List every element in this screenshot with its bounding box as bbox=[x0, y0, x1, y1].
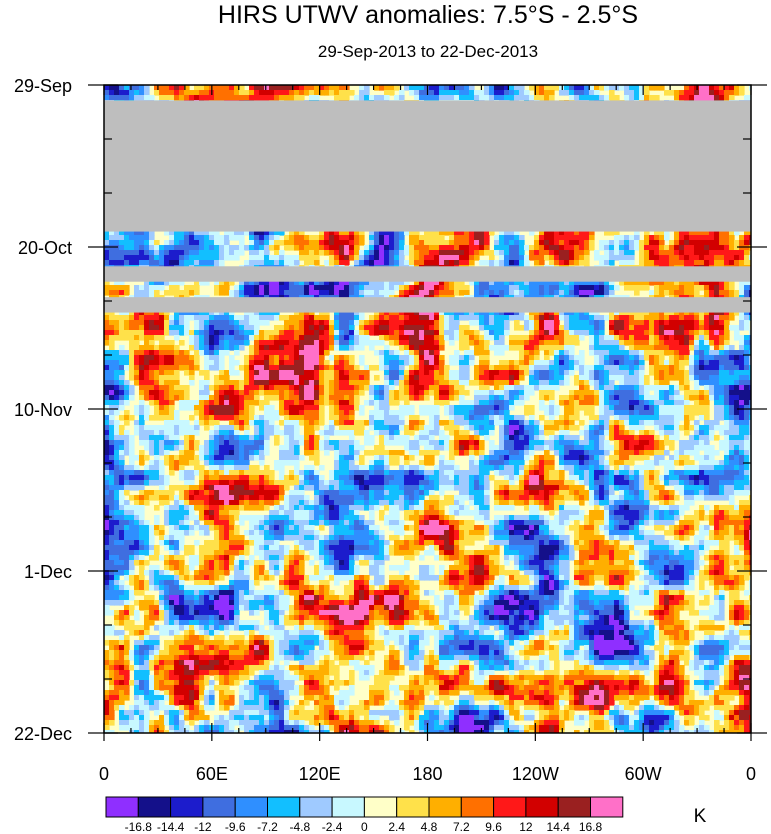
colorbar-unit-label: K bbox=[694, 806, 707, 827]
chart-title: HIRS UTWV anomalies: 7.5°S - 2.5°S bbox=[218, 1, 638, 29]
x-axis: 0 60E 120E 180 120W 60W 0 bbox=[99, 85, 756, 784]
colorbar-level-label: -9.6 bbox=[225, 820, 246, 834]
colorbar-box bbox=[234, 796, 268, 818]
x-tick-label: 60E bbox=[196, 764, 228, 784]
colorbar-level-label: 12 bbox=[519, 820, 533, 834]
colorbar-box bbox=[170, 796, 204, 818]
y-tick-label: 29-Sep bbox=[14, 76, 72, 96]
colorbar-level-label: -2.4 bbox=[322, 820, 343, 834]
colorbar-level-label: -12 bbox=[194, 820, 212, 834]
colorbar-box bbox=[493, 796, 527, 818]
colorbar-box bbox=[105, 796, 139, 818]
y-tick-label: 10-Nov bbox=[14, 400, 72, 420]
colorbar-box bbox=[137, 796, 172, 818]
y-tick-label: 22-Dec bbox=[14, 724, 72, 744]
colorbar-box bbox=[267, 796, 301, 818]
colorbar-box bbox=[428, 796, 462, 818]
colorbar-box bbox=[460, 796, 495, 818]
missing-data-bands bbox=[104, 100, 751, 313]
x-tick-label: 60W bbox=[625, 764, 662, 784]
colorbar-box bbox=[202, 796, 236, 818]
colorbar-level-label: -7.2 bbox=[257, 820, 278, 834]
missing-band-2 bbox=[104, 297, 751, 313]
x-tick-label: 120W bbox=[512, 764, 559, 784]
colorbar-box bbox=[557, 796, 592, 818]
colorbar-level-label: 14.4 bbox=[547, 820, 571, 834]
missing-band-0 bbox=[104, 100, 751, 232]
x-tick-label: 120E bbox=[299, 764, 341, 784]
y-axis: 29-Sep 20-Oct 10-Nov 1-Dec 22-Dec bbox=[14, 76, 767, 744]
y-tick-label: 1-Dec bbox=[24, 562, 72, 582]
colorbar-box bbox=[590, 796, 624, 818]
colorbar-level-label: -4.8 bbox=[289, 820, 310, 834]
x-tick-label: 0 bbox=[99, 764, 109, 784]
colorbar-box bbox=[396, 796, 430, 818]
colorbar-level-label: 4.8 bbox=[421, 820, 438, 834]
colorbar-level-label: 0 bbox=[361, 820, 368, 834]
colorbar-level-label: 2.4 bbox=[388, 820, 405, 834]
x-tick-label: 0 bbox=[746, 764, 756, 784]
x-tick-label: 180 bbox=[412, 764, 442, 784]
colorbar-level-label: 7.2 bbox=[453, 820, 470, 834]
plot-area bbox=[104, 85, 751, 733]
colorbar-level-label: -14.4 bbox=[157, 820, 185, 834]
missing-band-1 bbox=[104, 266, 751, 282]
colorbar-box bbox=[525, 796, 559, 818]
chart-subtitle: 29-Sep-2013 to 22-Dec-2013 bbox=[318, 42, 538, 61]
colorbar: -16.8 -14.4 -12 -9.6 -7.2 -4.8 -2.4 0 2.4 4.8 7.2 9… bbox=[105, 796, 624, 834]
colorbar-level-label: 9.6 bbox=[485, 820, 502, 834]
y-tick-label: 20-Oct bbox=[18, 238, 72, 258]
colorbar-box bbox=[299, 796, 333, 818]
colorbar-level-label: -16.8 bbox=[125, 820, 153, 834]
colorbar-box bbox=[331, 796, 365, 818]
colorbar-box bbox=[363, 796, 398, 818]
colorbar-level-label: 16.8 bbox=[579, 820, 603, 834]
